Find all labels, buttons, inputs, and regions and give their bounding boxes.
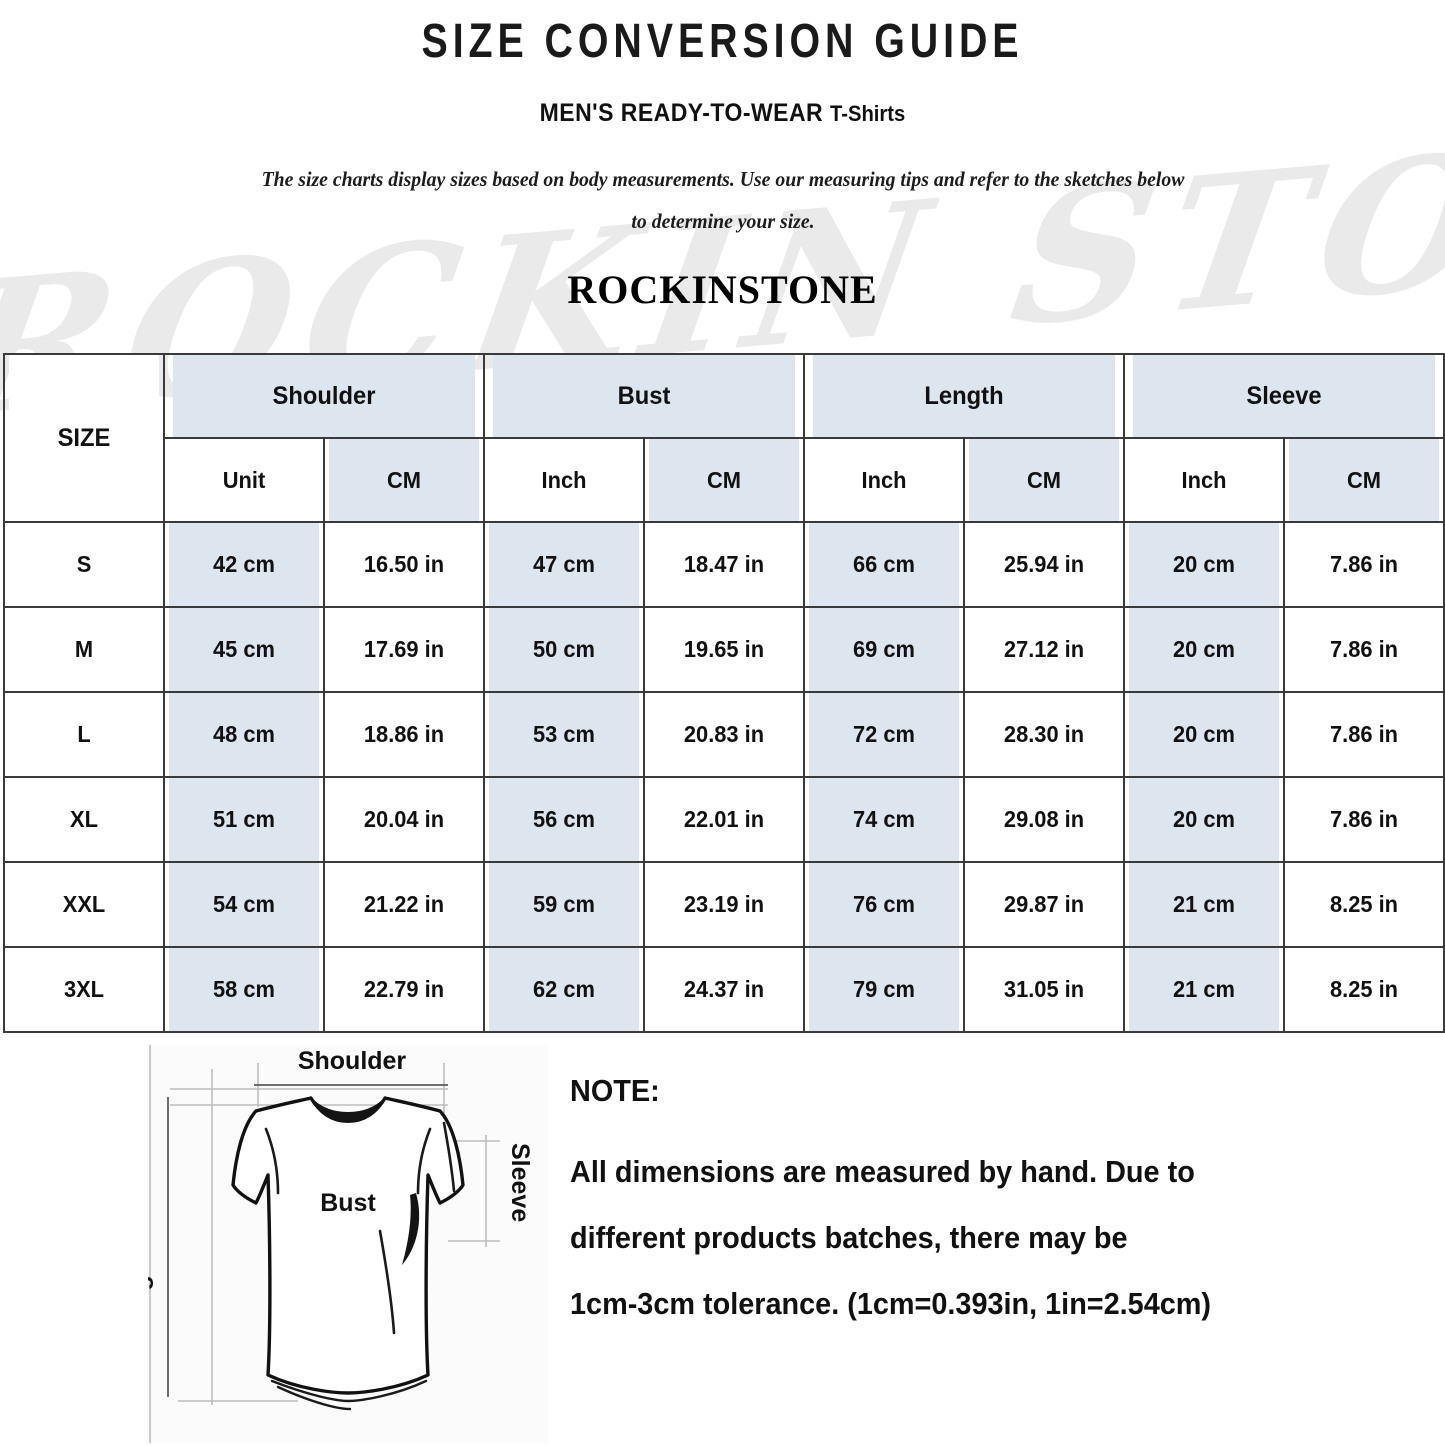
table-row: L 48 cm 18.86 in 53 cm 20.83 in 72 cm 28… [4,691,1444,778]
note-line-2: different products batches, there may be [570,1220,1128,1255]
cell-size: S [7,521,161,608]
header-group-shoulder: Shoulder [171,353,477,439]
table-row: M 45 cm 17.69 in 50 cm 19.65 in 69 cm 27… [4,606,1444,693]
brand-name: ROCKINSTONE [567,267,878,312]
note-line-1: All dimensions are measured by hand. Due… [570,1154,1195,1189]
cell-length-cm: 69 cm [807,606,961,693]
cell-bust-inch: 18.47 in [647,521,801,608]
table-unit-header-row: Unit CM Inch CM Inch CM Inch CM Inch [4,437,1445,523]
cell-sleeve-inch: 7.86 in [1287,521,1441,608]
cell-shoulder-cm: 54 cm [167,861,321,948]
size-conversion-table: SIZE Shoulder Bust Length Sleeve Unit CM… [3,353,1445,1033]
page-subtitle: MEN'S READY-TO-WEAR T-Shirts [58,69,1387,128]
cell-shoulder-inch: 20.04 in [327,776,481,863]
subtitle-main: MEN'S READY-TO-WEAR [539,99,824,127]
cell-shoulder-cm: 58 cm [167,946,321,1033]
cell-length-cm: 79 cm [807,946,961,1033]
note-title: NOTE: [570,1073,660,1108]
header-unit: Unit [167,437,321,523]
cell-length-inch: 31.05 in [967,946,1121,1033]
table-row: S 42 cm 16.50 in 47 cm 18.47 in 66 cm 25… [4,521,1444,608]
subtitle-product: T-Shirts [829,101,906,126]
cell-bust-cm: 47 cm [487,521,641,608]
cell-shoulder-inch: 17.69 in [327,606,481,693]
size-table-wrapper: SIZE Shoulder Bust Length Sleeve Unit CM… [3,353,1445,1033]
header-unit-bust-inch: Inch [807,437,961,523]
cell-bust-cm: 59 cm [487,861,641,948]
header-unit-sleeve-cm: CM [1287,437,1441,523]
cell-sleeve-cm: 20 cm [1127,776,1281,863]
page-title: SIZE CONVERSION GUIDE [421,15,1024,68]
cell-sleeve-inch: 8.25 in [1287,861,1441,948]
cell-bust-cm: 50 cm [487,606,641,693]
bottom-section: Shoulder Bust Sleeve Length NOTE: All di… [0,1045,1445,1443]
cell-bust-inch: 20.83 in [647,691,801,778]
diagram-label-shoulder: Shoulder [298,1047,407,1075]
cell-sleeve-cm: 20 cm [1127,691,1281,778]
cell-size: XXL [7,861,161,948]
cell-size: 3XL [7,946,161,1033]
cell-bust-inch: 24.37 in [647,946,801,1033]
cell-sleeve-cm: 20 cm [1127,606,1281,693]
cell-length-cm: 76 cm [807,861,961,948]
table-row: 3XL 58 cm 22.79 in 62 cm 24.37 in 79 cm … [4,946,1444,1033]
header-unit-length-inch: Inch [1127,437,1281,523]
header-group-length: Length [811,353,1117,439]
header-unit-bust-cm: CM [647,437,801,523]
header-group-bust: Bust [491,353,797,439]
diagram-label-sleeve: Sleeve [506,1143,534,1222]
cell-length-inch: 29.87 in [967,861,1121,948]
cell-length-cm: 66 cm [807,521,961,608]
cell-length-inch: 27.12 in [967,606,1121,693]
cell-shoulder-cm: 48 cm [167,691,321,778]
cell-bust-cm: 62 cm [487,946,641,1033]
cell-sleeve-cm: 20 cm [1127,521,1281,608]
diagram-label-length: Length [148,1252,154,1335]
cell-shoulder-inch: 22.79 in [327,946,481,1033]
header-unit-shoulder-cm: CM [327,437,481,523]
cell-sleeve-inch: 7.86 in [1287,776,1441,863]
header-block: SIZE CONVERSION GUIDE MEN'S READY-TO-WEA… [0,0,1445,313]
cell-shoulder-cm: 42 cm [167,521,321,608]
note-block: NOTE: All dimensions are measured by han… [548,1045,1445,1337]
cell-bust-inch: 23.19 in [647,861,801,948]
cell-length-inch: 29.08 in [967,776,1121,863]
cell-bust-inch: 22.01 in [647,776,801,863]
cell-sleeve-cm: 21 cm [1127,946,1281,1033]
cell-bust-inch: 19.65 in [647,606,801,693]
header-size: SIZE [7,353,161,523]
cell-size: L [7,691,161,778]
cell-shoulder-cm: 45 cm [167,606,321,693]
cell-length-inch: 25.94 in [967,521,1121,608]
table-row: XXL 54 cm 21.22 in 59 cm 23.19 in 76 cm … [4,861,1444,948]
cell-length-cm: 72 cm [807,691,961,778]
cell-shoulder-inch: 21.22 in [327,861,481,948]
table-row: XL 51 cm 20.04 in 56 cm 22.01 in 74 cm 2… [4,776,1444,863]
description-text: The size charts display sizes based on b… [261,167,1184,233]
header-unit-length-cm: CM [967,437,1121,523]
cell-size: M [7,606,161,693]
cell-size: XL [7,776,161,863]
header-unit-shoulder-inch: Inch [487,437,641,523]
cell-shoulder-inch: 18.86 in [327,691,481,778]
cell-length-inch: 28.30 in [967,691,1121,778]
cell-bust-cm: 53 cm [487,691,641,778]
cell-sleeve-cm: 21 cm [1127,861,1281,948]
header-group-sleeve: Sleeve [1131,353,1437,439]
cell-sleeve-inch: 7.86 in [1287,606,1441,693]
tshirt-measurement-diagram: Shoulder Bust Sleeve Length [148,1045,548,1443]
cell-shoulder-cm: 51 cm [167,776,321,863]
note-line-3: 1cm-3cm tolerance. (1cm=0.393in, 1in=2.5… [570,1286,1212,1321]
cell-sleeve-inch: 8.25 in [1287,946,1441,1033]
diagram-label-bust: Bust [320,1189,376,1217]
table-group-header-row: SIZE Shoulder Bust Length Sleeve [4,353,1444,523]
cell-shoulder-inch: 16.50 in [327,521,481,608]
cell-length-cm: 74 cm [807,776,961,863]
cell-sleeve-inch: 7.86 in [1287,691,1441,778]
cell-bust-cm: 56 cm [487,776,641,863]
